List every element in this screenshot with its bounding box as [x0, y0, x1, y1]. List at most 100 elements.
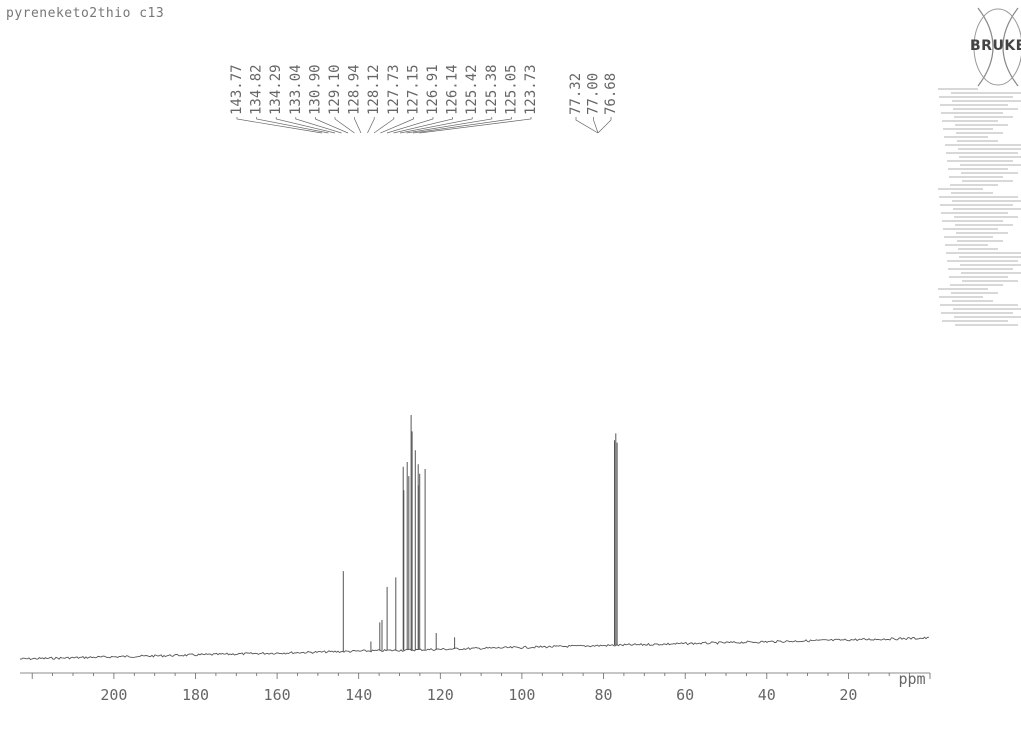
parameter-line [941, 212, 1008, 214]
peak-label: 123.73 [523, 64, 539, 115]
peak-label: 128.12 [366, 64, 382, 115]
parameter-line [941, 312, 1013, 314]
peak-label-leader [399, 117, 473, 134]
peak-label: 77.00 [586, 73, 602, 115]
parameter-line [962, 280, 1018, 282]
peak-label-leader [354, 117, 362, 134]
parameter-line [946, 152, 1018, 154]
parameter-line [949, 276, 1008, 278]
parameter-line [961, 272, 1021, 274]
parameter-line [962, 180, 1013, 182]
parameter-line [953, 308, 1021, 310]
peak-label-leader [419, 117, 532, 134]
parameter-line [957, 240, 1003, 242]
parameter-line [943, 128, 993, 130]
x-tick-label: 180 [182, 686, 209, 704]
peak-label-leader [412, 117, 512, 134]
x-tick-label: 100 [508, 686, 535, 704]
peak-label: 133.04 [288, 64, 304, 115]
parameter-line [944, 136, 988, 138]
parameter-line [945, 144, 1021, 146]
parameter-line [950, 284, 1003, 286]
peak-label-leader [406, 117, 493, 134]
parameter-line [940, 104, 1008, 106]
parameter-line [942, 220, 1003, 222]
x-tick-label: 20 [839, 686, 857, 704]
parameter-line [958, 248, 998, 250]
x-tick-label: 140 [345, 686, 372, 704]
parameter-line [950, 184, 998, 186]
peak-label: 134.82 [249, 64, 265, 115]
peak-label-leader [597, 117, 612, 134]
parameter-line [943, 228, 998, 230]
parameter-line [948, 268, 1013, 270]
peak-label-leader [334, 117, 355, 134]
peak-label: 134.29 [268, 64, 284, 115]
parameter-line [951, 92, 1021, 94]
parameter-line [954, 316, 1021, 318]
parameter-line [960, 264, 1021, 266]
peak-label: 125.05 [503, 64, 519, 115]
peak-label-leader [367, 117, 375, 134]
peak-label: 77.32 [568, 73, 584, 115]
sample-title: pyreneketo2thio c13 [6, 6, 165, 21]
peak-label-leader [295, 117, 342, 134]
peak-label: 127.73 [386, 64, 402, 115]
parameter-line [953, 208, 1021, 210]
x-tick-label: 200 [100, 686, 127, 704]
parameter-line [956, 132, 1003, 134]
spectrum-baseline [19, 636, 930, 661]
parameter-line [951, 192, 993, 194]
peak-label-leader [236, 117, 323, 134]
peak-label-leader [386, 117, 434, 134]
peak-label-leader [373, 117, 395, 134]
bruker-logo-icon [973, 7, 1021, 87]
parameter-line [939, 296, 983, 298]
parameter-line [938, 188, 983, 190]
parameter-line [940, 304, 1018, 306]
parameter-line [959, 156, 1021, 158]
peak-label-leader [256, 117, 329, 134]
x-axis-label: ppm [898, 670, 925, 688]
bruker-logo-text: BRUKER [970, 38, 1021, 54]
peak-label-leader [393, 117, 453, 134]
parameter-line [952, 100, 1021, 102]
peak-label-leader [315, 117, 349, 134]
parameter-line [940, 204, 1013, 206]
parameter-line [938, 288, 988, 290]
x-tick-label: 80 [594, 686, 612, 704]
peak-label: 76.68 [603, 73, 619, 115]
parameter-line [946, 252, 1021, 254]
parameter-line [961, 172, 1018, 174]
peak-label: 127.15 [405, 64, 421, 115]
parameter-line [939, 196, 1018, 198]
peak-label: 143.77 [229, 64, 245, 115]
peak-label: 129.10 [327, 64, 343, 115]
parameter-line [951, 292, 998, 294]
peak-label: 125.42 [464, 64, 480, 115]
parameter-line [948, 168, 1008, 170]
x-tick-label: 60 [676, 686, 694, 704]
x-tick-label: 120 [427, 686, 454, 704]
parameter-line [957, 140, 998, 142]
parameter-line [955, 224, 1013, 226]
parameter-line [955, 124, 1008, 126]
peak-label: 128.94 [347, 64, 363, 115]
peak-label-leader [575, 117, 599, 134]
parameter-line [942, 120, 998, 122]
parameter-line [942, 320, 1008, 322]
parameter-line [949, 176, 1003, 178]
parameter-line [941, 112, 1003, 114]
parameter-line [947, 260, 1018, 262]
parameter-line [954, 116, 1013, 118]
parameter-line [953, 108, 1018, 110]
parameter-line [945, 244, 988, 246]
parameter-line [959, 256, 1021, 258]
peak-label: 130.90 [307, 64, 323, 115]
peak-label: 126.91 [425, 64, 441, 115]
parameter-line [947, 160, 1013, 162]
parameter-line [952, 300, 993, 302]
parameter-line [939, 96, 1013, 98]
parameter-line [960, 164, 1021, 166]
